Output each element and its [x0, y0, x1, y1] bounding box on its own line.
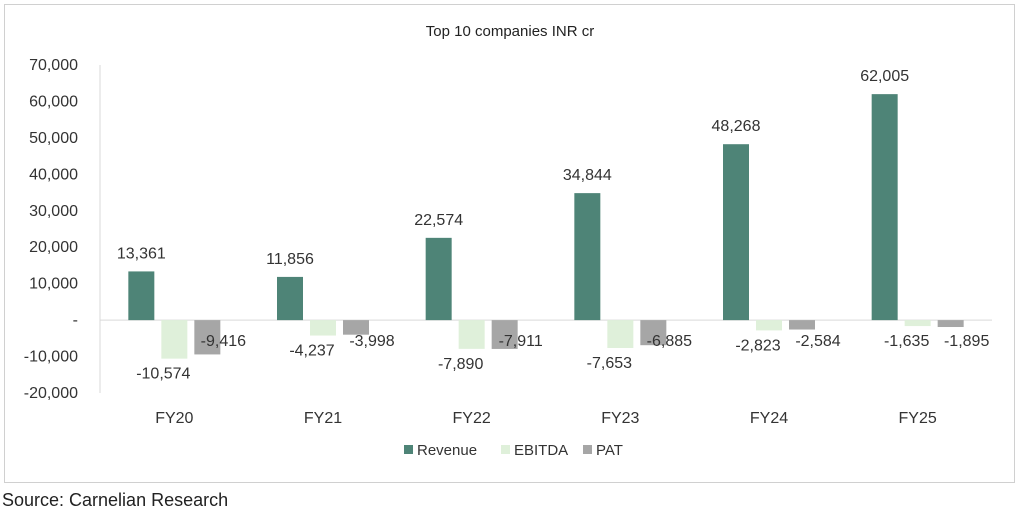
legend-swatch-pat: [583, 445, 592, 454]
data-label-revenue: 11,856: [266, 251, 314, 268]
y-tick-label: -10,000: [24, 349, 78, 366]
bar-pat-fy24: [789, 320, 815, 330]
chart-title: Top 10 companies INR cr: [426, 23, 594, 40]
y-tick-label: 10,000: [29, 276, 78, 293]
bar-ebitda-fy23: [607, 320, 634, 349]
x-tick-label: FY20: [155, 410, 193, 427]
bar-revenue-fy22: [425, 237, 452, 321]
bar-pat-fy21: [343, 320, 369, 335]
data-label-pat: -6,885: [647, 333, 692, 350]
legend-label-pat: PAT: [596, 442, 623, 459]
x-tick-label: FY25: [899, 410, 937, 427]
x-tick-label: FY24: [750, 410, 788, 427]
data-label-pat: -9,416: [201, 333, 246, 350]
x-tick-label: FY21: [304, 410, 342, 427]
data-label-pat: -3,998: [349, 333, 394, 350]
y-tick-label: 60,000: [29, 93, 78, 110]
bar-pat-fy25: [937, 320, 964, 328]
bar-ebitda-fy21: [310, 320, 336, 336]
bar-revenue-fy23: [574, 193, 601, 321]
data-label-ebitda: -7,653: [587, 355, 632, 372]
data-label-ebitda: -1,635: [884, 333, 929, 350]
bar-chart: Top 10 companies INR cr 70,000 60,000 50,00…: [24, 23, 992, 459]
data-label-pat: -2,584: [795, 333, 840, 350]
bar-revenue-fy21: [277, 276, 303, 321]
data-label-ebitda: -2,823: [735, 337, 780, 354]
y-tick-label: 30,000: [29, 203, 78, 220]
bar-pat-fy20: [194, 320, 221, 355]
legend-swatch-revenue: [404, 445, 413, 454]
bar-ebitda-fy22: [458, 320, 485, 349]
source-note: Source: Carnelian Research: [2, 490, 229, 510]
data-label-revenue: 22,574: [414, 212, 463, 229]
bar-ebitda-fy25: [904, 320, 931, 327]
legend-swatch-ebitda: [501, 445, 510, 454]
x-tick-label: FY22: [453, 410, 491, 427]
data-label-ebitda: -7,890: [438, 356, 483, 373]
legend-label-revenue: Revenue: [417, 442, 477, 459]
y-tick-label: -: [73, 312, 78, 329]
data-label-revenue: 13,361: [117, 245, 166, 262]
bar-pat-fy23: [640, 320, 667, 346]
y-tick-label: 50,000: [29, 130, 78, 147]
data-label-ebitda: -10,574: [136, 366, 190, 383]
data-label-ebitda: -4,237: [289, 343, 334, 360]
data-label-pat: -7,911: [499, 333, 543, 350]
bar-pat-fy22: [491, 320, 518, 349]
data-label-pat: -1,895: [944, 333, 989, 350]
data-label-revenue: 34,844: [563, 167, 612, 184]
x-tick-label: FY23: [601, 410, 639, 427]
bar-revenue-fy25: [871, 94, 898, 321]
bar-ebitda-fy20: [161, 320, 188, 359]
legend-label-ebitda: EBITDA: [514, 442, 568, 459]
y-tick-label: 40,000: [29, 166, 78, 183]
data-label-revenue: 62,005: [860, 68, 909, 85]
data-label-revenue: 48,268: [712, 118, 761, 135]
y-tick-label: -20,000: [24, 385, 78, 402]
y-tick-label: 20,000: [29, 239, 78, 256]
chart-frame: [4, 4, 1015, 483]
bar-revenue-fy20: [128, 271, 155, 321]
y-tick-label: 70,000: [29, 57, 78, 74]
bar-revenue-fy24: [723, 144, 749, 321]
bar-ebitda-fy24: [756, 320, 782, 331]
